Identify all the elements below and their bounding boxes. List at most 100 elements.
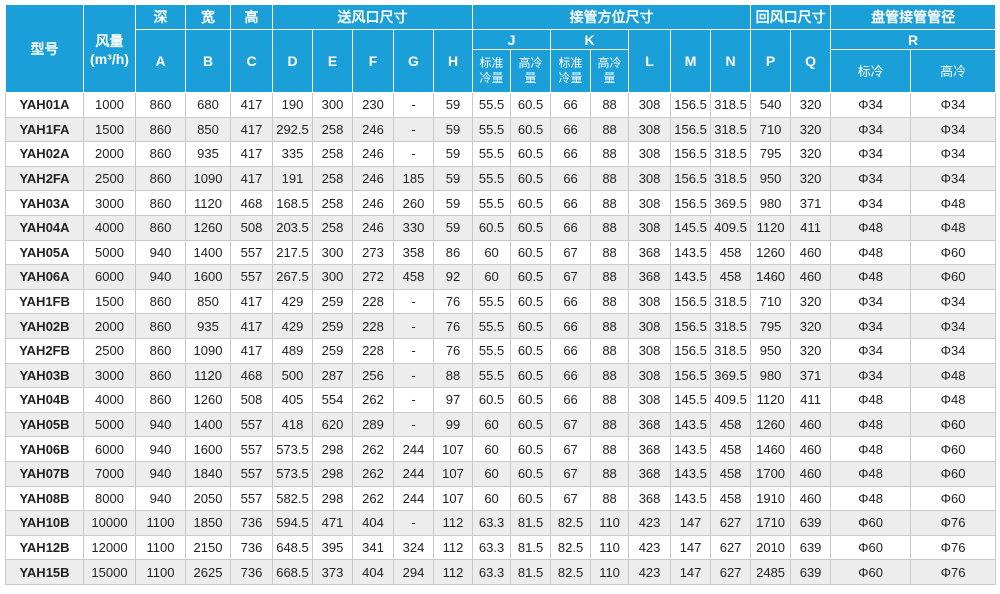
value-cell: 318.5 (710, 116, 752, 143)
value-cell: 795 (750, 313, 792, 339)
value-cell: Φ34 (830, 116, 912, 143)
table-row: YAH06B 6000 940 1600 557 573.5 298 262 244 107 60 6… (5, 436, 997, 462)
table-row: YAH12B 12000 1100 2150 736 648.5 395 341 324 112 6… (5, 534, 997, 561)
value-cell: 411 (790, 387, 832, 413)
value-cell: 63.3 (472, 534, 512, 561)
value-cell: 15000 (83, 559, 136, 585)
header-cell: Q (790, 29, 832, 93)
value-cell: 935 (185, 313, 231, 339)
value-cell: 1710 (750, 510, 792, 536)
value-cell: 112 (432, 510, 474, 536)
value-cell: Φ76 (910, 534, 997, 561)
value-cell: 573.5 (272, 460, 313, 487)
model-cell: YAH03B (5, 362, 84, 389)
value-cell: 59 (432, 92, 474, 118)
value-cell: Φ48 (830, 239, 912, 266)
value-cell: Φ60 (910, 485, 997, 512)
value-cell: 620 (312, 411, 353, 438)
value-cell: 500 (272, 362, 313, 389)
table-row: YAH2FB 2500 860 1090 417 489 259 228-76 55.5 60.5… (5, 337, 997, 364)
value-cell: 55.5 (472, 337, 512, 364)
value-cell: Φ34 (830, 165, 912, 192)
header-cell: D (272, 29, 313, 93)
value-cell: 88 (590, 92, 630, 118)
value-cell: 318.5 (710, 92, 752, 118)
value-cell: 460 (790, 436, 832, 462)
value-cell: 368 (628, 460, 672, 487)
header-cell: 风量 (m³/h) (83, 4, 136, 93)
value-cell: 471 (312, 510, 353, 536)
value-cell: 66 (550, 362, 592, 389)
value-cell: 1460 (750, 436, 792, 462)
value-cell: 423 (628, 510, 672, 536)
value-cell: 429 (272, 313, 313, 339)
value-cell: 409.5 (710, 387, 752, 413)
value-cell: 1100 (135, 559, 186, 585)
value-cell: 67 (550, 239, 592, 266)
value-cell: 860 (135, 387, 186, 413)
value-cell: 320 (790, 141, 832, 167)
value-cell: Φ48 (830, 214, 912, 241)
value-cell: 300 (312, 264, 353, 290)
header-cell: 高冷量 (590, 49, 630, 93)
value-cell: 147 (670, 510, 712, 536)
value-cell: - (393, 387, 434, 413)
value-cell: - (393, 288, 434, 315)
value-cell: 92 (432, 264, 474, 290)
value-cell: 4000 (83, 214, 136, 241)
value-cell: 417 (230, 337, 273, 364)
value-cell: 458 (710, 411, 752, 438)
header-cell: 标准冷量 (472, 49, 512, 93)
value-cell: 423 (628, 534, 672, 561)
value-cell: 298 (312, 436, 353, 462)
value-cell: 508 (230, 214, 273, 241)
value-cell: 950 (750, 337, 792, 364)
value-cell: 67 (550, 411, 592, 438)
value-cell: 81.5 (510, 534, 552, 561)
value-cell: 429 (272, 288, 313, 315)
table-row: YAH04A 4000 860 1260 508 203.5 258 246 330 59 60.5… (5, 214, 997, 241)
value-cell: 107 (432, 485, 474, 512)
table-body: YAH01A 1000 860 680 417 190 300 230-59 55.5 60.5 6… (5, 92, 997, 585)
value-cell: 2000 (83, 313, 136, 339)
value-cell: 489 (272, 337, 313, 364)
value-cell: 145.5 (670, 387, 712, 413)
value-cell: 292.5 (272, 116, 313, 143)
value-cell: 55.5 (472, 190, 512, 216)
value-cell: 736 (230, 559, 273, 585)
value-cell: 573.5 (272, 436, 313, 462)
value-cell: Φ48 (830, 436, 912, 462)
value-cell: 557 (230, 436, 273, 462)
value-cell: 668.5 (272, 559, 313, 585)
model-cell: YAH08B (5, 485, 84, 512)
model-cell: YAH04A (5, 214, 84, 241)
value-cell: 318.5 (710, 313, 752, 339)
value-cell: 156.5 (670, 337, 712, 364)
value-cell: 308 (628, 288, 672, 315)
value-cell: 110 (590, 559, 630, 585)
value-cell: 860 (135, 313, 186, 339)
value-cell: 395 (312, 534, 353, 561)
value-cell: Φ34 (830, 288, 912, 315)
value-cell: 66 (550, 337, 592, 364)
model-cell: YAH03A (5, 190, 84, 216)
value-cell: 262 (352, 460, 394, 487)
value-cell: 143.5 (670, 264, 712, 290)
value-cell: 287 (312, 362, 353, 389)
value-cell: 110 (590, 534, 630, 561)
value-cell: 1400 (185, 239, 231, 266)
value-cell: Φ34 (910, 288, 997, 315)
value-cell: 2625 (185, 559, 231, 585)
value-cell: 850 (185, 116, 231, 143)
value-cell: Φ60 (910, 411, 997, 438)
value-cell: 60.5 (510, 190, 552, 216)
value-cell: 950 (750, 165, 792, 192)
header-cell: A (135, 29, 186, 93)
value-cell: Φ34 (910, 92, 997, 118)
value-cell: 156.5 (670, 313, 712, 339)
value-cell: 460 (790, 411, 832, 438)
value-cell: 88 (590, 436, 630, 462)
value-cell: 262 (352, 387, 394, 413)
value-cell: 112 (432, 534, 474, 561)
value-cell: 1100 (135, 534, 186, 561)
